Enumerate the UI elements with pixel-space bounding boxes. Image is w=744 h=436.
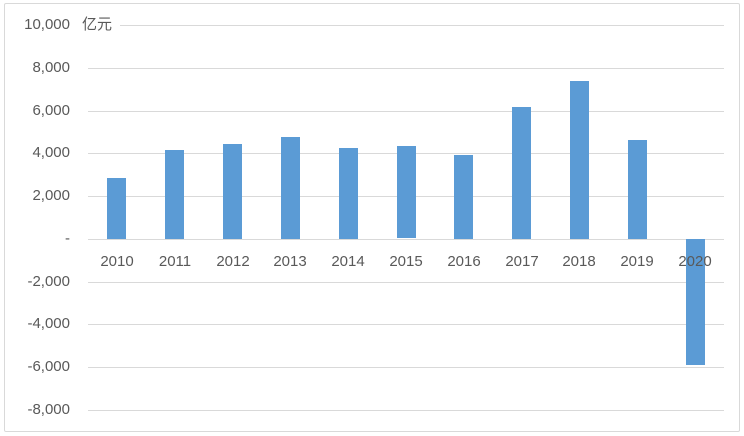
x-tick-label-2010: 2010 [100,253,134,270]
bar-2012 [223,144,242,239]
bar-2020 [686,239,705,365]
gridline-10000 [120,25,724,26]
x-tick-label-2011: 2011 [158,253,192,270]
bar-2019 [628,140,647,239]
x-tick-label-2018: 2018 [562,253,596,270]
y-tick-label-6000: 6,000 [32,102,70,119]
y-tick-label-2000: 2,000 [32,187,70,204]
bar-2011 [165,150,184,239]
bar-2014 [339,148,358,239]
gridline-0 [88,239,724,240]
bar-2010 [107,178,126,239]
x-tick-label-2012: 2012 [216,253,250,270]
gridline--2000 [88,282,724,283]
bar-2016 [454,155,473,239]
y-tick-label--6000: -6,000 [27,358,70,375]
x-tick-label-2013: 2013 [273,253,307,270]
y-axis-unit-label: 亿元 [82,16,113,33]
bar-2015 [397,146,416,238]
y-tick-label--4000: -4,000 [27,315,70,332]
bar-2017 [512,107,531,239]
gridline--4000 [88,324,724,325]
bar-2013 [281,137,300,239]
y-tick-label--2000: -2,000 [27,273,70,290]
x-tick-label-2016: 2016 [447,253,481,270]
bar-2018 [570,81,589,239]
x-tick-label-2017: 2017 [505,253,539,270]
gridline--8000 [88,410,724,411]
x-tick-label-2015: 2015 [389,253,423,270]
y-tick-label-0: - [65,230,70,247]
y-tick-label-8000: 8,000 [32,59,70,76]
x-tick-label-2019: 2019 [620,253,654,270]
x-tick-label-2014: 2014 [331,253,365,270]
gridline--6000 [88,367,724,368]
gridline-8000 [88,68,724,69]
y-tick-label-10000: 10,000 [24,16,70,33]
gridline-6000 [88,111,724,112]
y-tick-label--8000: -8,000 [27,401,70,418]
x-tick-label-2020: 2020 [678,253,712,270]
y-tick-label-4000: 4,000 [32,144,70,161]
